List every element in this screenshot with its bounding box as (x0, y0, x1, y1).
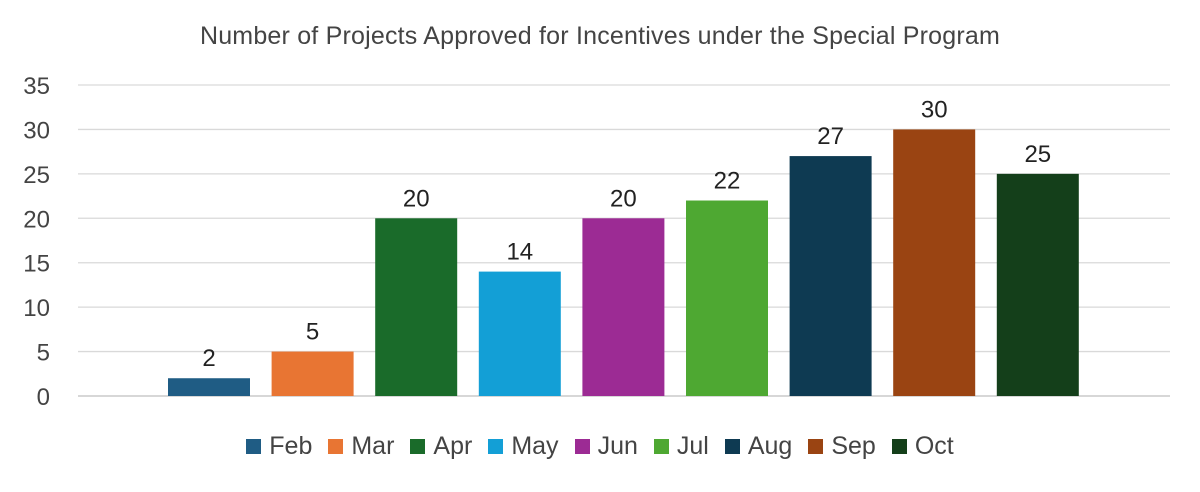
bars (168, 129, 1079, 396)
data-label-feb: 2 (202, 345, 215, 372)
legend-label: May (511, 432, 559, 460)
legend-item-jun: Jun (574, 432, 638, 461)
bar-may (478, 271, 561, 396)
legend-swatch (574, 439, 590, 454)
legend-item-aug: Aug (724, 432, 793, 461)
legend-swatch (653, 439, 669, 454)
data-label-oct: 25 (1024, 141, 1051, 168)
data-label-jul: 22 (714, 168, 741, 195)
chart-title: Number of Projects Approved for Incentiv… (199, 22, 1001, 50)
legend-label: Jul (676, 432, 709, 460)
legend-label: Mar (351, 432, 395, 460)
legend-swatch (328, 439, 344, 454)
data-label-sep: 30 (921, 96, 948, 123)
legend-swatch (891, 439, 907, 454)
bar-oct (996, 173, 1079, 396)
data-label-apr: 20 (403, 185, 430, 212)
legend-swatch (246, 439, 262, 454)
y-tick-label: 10 (23, 295, 50, 322)
legend-label: Jun (597, 432, 638, 460)
legend-label: Sep (831, 432, 876, 460)
legend-swatch (488, 439, 504, 454)
bar-aug (789, 156, 872, 396)
legend-item-jul: Jul (653, 432, 709, 461)
y-tick-label: 5 (37, 340, 50, 367)
legend-label: Oct (914, 432, 954, 460)
y-tick-label: 15 (23, 251, 50, 278)
legend-item-feb: Feb (246, 432, 312, 461)
legend-label: Apr (433, 432, 473, 460)
data-label-aug: 27 (817, 123, 844, 150)
bar-feb (168, 378, 250, 396)
bar-jun (582, 218, 665, 396)
legend-item-oct: Oct (891, 432, 954, 461)
bar-mar (271, 351, 354, 396)
legend: Feb Mar Apr May Jun Jul Aug Sep Oct (0, 432, 1200, 461)
legend-label: Aug (747, 432, 793, 460)
bar-sep (893, 129, 976, 396)
legend-swatch (410, 439, 426, 454)
legend-item-mar: Mar (328, 432, 394, 461)
bar-jul (686, 200, 768, 396)
bar-apr (375, 218, 458, 396)
legend-swatch (724, 439, 740, 454)
y-tick-label: 20 (23, 206, 50, 233)
y-tick-label: 30 (23, 117, 50, 144)
y-tick-label: 0 (37, 384, 50, 411)
y-tick-label: 35 (23, 73, 50, 100)
legend-label: Feb (269, 432, 313, 460)
data-label-mar: 5 (306, 319, 319, 346)
y-axis-tick-labels: 0 5 10 15 20 25 30 35 (23, 73, 50, 411)
legend-item-apr: Apr (410, 432, 472, 461)
data-label-jun: 20 (610, 185, 637, 212)
legend-item-sep: Sep (808, 432, 876, 461)
legend-swatch (808, 439, 824, 454)
legend-item-may: May (488, 432, 559, 461)
data-label-may: 14 (506, 239, 533, 266)
y-tick-label: 25 (23, 162, 50, 189)
